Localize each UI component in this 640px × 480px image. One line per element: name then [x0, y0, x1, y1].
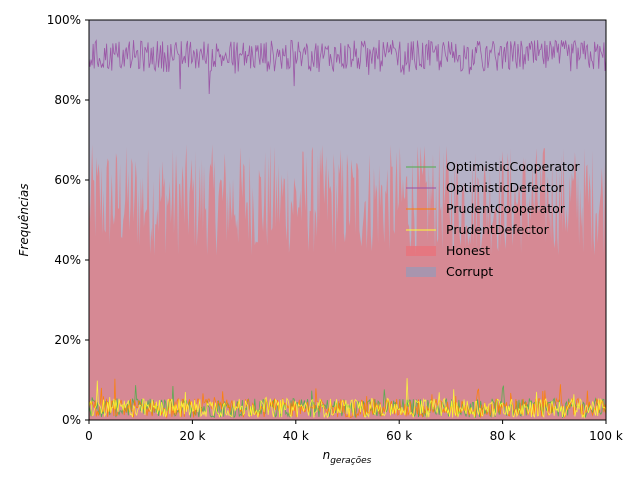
- y-axis-label: Frequências: [17, 184, 31, 257]
- legend-label-PrudentDefector: PrudentDefector: [446, 222, 550, 237]
- legend-label-Corrupt: Corrupt: [446, 264, 493, 279]
- legend-swatch-Honest: [406, 246, 436, 256]
- y-tick-label: 60%: [54, 173, 81, 187]
- y-tick-label: 100%: [47, 13, 81, 27]
- series-line-PrudentCooperator: [88, 378, 607, 419]
- legend: OptimisticCooperator OptimisticDefector Pr…: [406, 159, 581, 279]
- axes: 0 20 k 40 k 60 k 80 k 100 k 0% 20% 40% 60% 80% 100%: [47, 13, 623, 443]
- x-tick-label: 100 k: [589, 429, 623, 443]
- axes-frame: [88, 19, 607, 421]
- y-tick-label: 0%: [62, 413, 81, 427]
- x-tick-label: 20 k: [179, 429, 205, 443]
- x-axis-label: ngerações: [323, 448, 372, 466]
- area-honest: [89, 144, 606, 421]
- x-tick-label: 60 k: [386, 429, 412, 443]
- legend-label-PrudentCooperator: PrudentCooperator: [446, 201, 566, 216]
- plot-area: [88, 20, 607, 421]
- series-line-OptimisticDefector: [88, 39, 607, 94]
- legend-label-OptimisticDefector: OptimisticDefector: [446, 180, 564, 195]
- x-axis-label-main: n: [323, 448, 331, 462]
- x-tick-label: 0: [85, 429, 93, 443]
- legend-label-OptimisticCooperator: OptimisticCooperator: [446, 159, 581, 174]
- y-tick-label: 20%: [54, 333, 81, 347]
- x-tick-label: 80 k: [490, 429, 516, 443]
- series-line-PrudentDefector: [88, 378, 607, 419]
- y-tick-label: 40%: [54, 253, 81, 267]
- y-tick-label: 80%: [54, 93, 81, 107]
- x-axis-label-sub: gerações: [330, 456, 371, 466]
- legend-label-Honest: Honest: [446, 243, 490, 258]
- legend-swatch-Corrupt: [406, 267, 436, 277]
- x-tick-label: 40 k: [283, 429, 309, 443]
